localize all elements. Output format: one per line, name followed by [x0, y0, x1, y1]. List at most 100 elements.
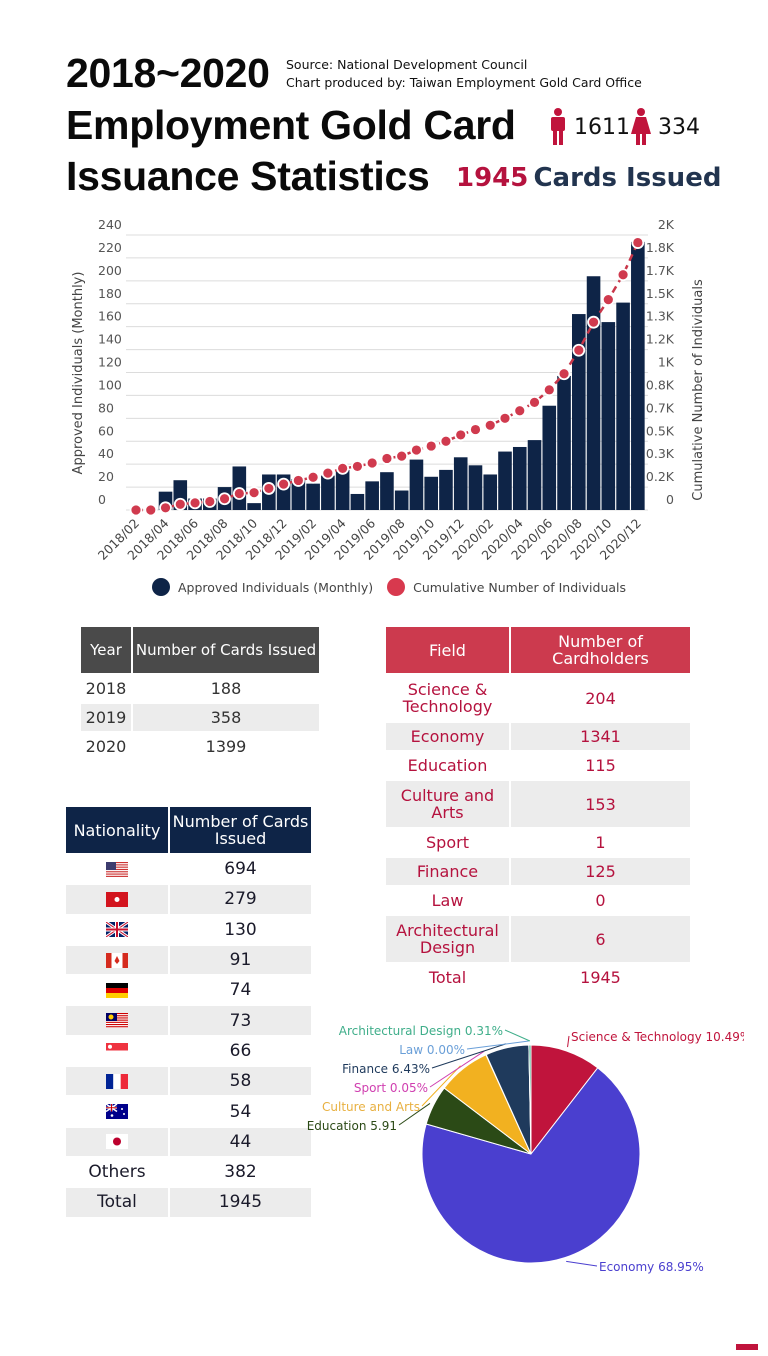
flag-japan-icon: [106, 1134, 128, 1150]
nationality-row: 694: [66, 855, 311, 883]
bar: [380, 472, 394, 510]
cumulative-point: [129, 503, 143, 517]
total-label: Cards Issued: [533, 163, 722, 193]
cumulative-point: [159, 501, 172, 515]
cumulative-point: [587, 315, 600, 329]
monthly-cumulative-chart: 0 0 20 0.2K 40 0.3K 60 0.5K 80 0.7K 100 0.8K 120 1K 14…: [71, 217, 706, 563]
bar: [394, 490, 409, 510]
flag-cell: [66, 885, 168, 914]
header-nationality: Nationality: [66, 807, 168, 853]
flag-cell: [66, 1097, 168, 1125]
field-cell: Education: [407, 756, 488, 775]
nationality-row: 279: [66, 885, 311, 914]
header-nat-cards: Number of Cards Issued: [170, 807, 311, 853]
y2-tick-label: 0.7K: [646, 400, 675, 415]
cards-cell: 91: [170, 945, 311, 975]
y-tick-label: 160: [98, 309, 122, 324]
field-row: Economy 1341: [386, 723, 690, 750]
flag-cell: [66, 976, 168, 1004]
cardholders-cell: 204: [585, 688, 616, 708]
nationality-row: 73: [66, 1006, 311, 1035]
bar: [483, 474, 498, 510]
nationality-row: Total 1945: [66, 1188, 311, 1217]
title-years: 2018~2020: [66, 50, 270, 96]
y2-tick-label: 1.3K: [646, 309, 675, 324]
field-cell: Total: [428, 968, 467, 987]
cards-cell: 188: [210, 679, 242, 698]
pie-label: Education 5.91: [307, 1119, 397, 1133]
y-tick-label: 40: [98, 446, 114, 461]
title-line3: Issuance Statistics: [66, 153, 430, 199]
cards-cell: 130: [224, 919, 257, 940]
flag-france-icon: [106, 1073, 128, 1089]
pie-slice: [421, 1067, 641, 1264]
cardholders-cell: 1341: [511, 723, 690, 750]
female-count: 334: [658, 115, 700, 140]
nationality-row: 74: [66, 976, 311, 1004]
flag-singapore-icon: [106, 1043, 128, 1059]
cumulative-point: [203, 495, 217, 508]
bar: [527, 440, 542, 510]
cards-cell: 66: [229, 1040, 252, 1061]
flag-usa-icon: [106, 861, 128, 877]
y-tick-label: 240: [98, 217, 122, 232]
y2-tick-label: 0: [666, 492, 674, 507]
pie-label: Architectural Design 0.31%: [339, 1024, 503, 1038]
field-cell: Culture and Arts: [386, 781, 509, 827]
pie-slice: [528, 1044, 532, 1155]
cards-cell: 358: [133, 704, 319, 731]
nationality-row: 54: [66, 1097, 311, 1125]
cards-cell: 54: [229, 1101, 252, 1122]
y-tick-label: 20: [98, 469, 114, 484]
y2-tick-label: 1.2K: [646, 332, 675, 347]
male-person-icon: [548, 108, 568, 150]
year-row: 2020 1399: [81, 733, 319, 760]
bar: [424, 476, 438, 510]
pie-label: Science & Technology 10.49%: [571, 1030, 744, 1044]
bar: [247, 503, 261, 510]
flag-cell: [66, 1006, 168, 1035]
pie-leader-line: [566, 1260, 598, 1267]
nationality-row: 130: [66, 916, 311, 944]
bar: [631, 241, 645, 510]
nationality-row: 58: [66, 1067, 311, 1096]
cards-cell: 44: [170, 1127, 311, 1156]
field-cell: Law: [431, 891, 464, 910]
bar: [586, 276, 601, 510]
header-cards: Number of Cards Issued: [133, 627, 319, 673]
bar: [512, 446, 527, 510]
field-row: Law 0: [386, 887, 690, 914]
y-tick-label: 200: [98, 263, 122, 278]
bar: [439, 469, 453, 510]
cards-cell: 1945: [170, 1188, 311, 1217]
flag-cell: [66, 1037, 168, 1065]
y2-tick-label: 1.7K: [646, 263, 675, 278]
cumulative-point: [218, 492, 231, 506]
cumulative-point: [336, 461, 350, 475]
pie-label: Law 0.00%: [399, 1043, 465, 1057]
field-row: Science & Technology 204: [386, 675, 690, 721]
year-cell: 2018: [85, 679, 127, 698]
y2-tick-label: 1.5K: [646, 286, 675, 301]
bar: [335, 469, 350, 510]
pie-slice: [530, 1044, 599, 1156]
total-cards-issued: 1945 Cards Issued: [456, 163, 721, 193]
cards-cell: 58: [170, 1067, 311, 1096]
cumulative-point: [262, 482, 276, 495]
y-tick-label: 140: [98, 332, 122, 347]
field-row: Finance 125: [386, 858, 690, 885]
cumulative-point: [380, 452, 394, 465]
field-table: Field Number of Cardholders Science & Tec…: [384, 625, 692, 993]
pie-label: Economy 68.95%: [599, 1260, 704, 1274]
y-tick-label: 180: [98, 286, 122, 301]
flag-canada-icon: [106, 952, 128, 968]
source-text: Source: National Development Council: [286, 57, 528, 72]
cumulative-point: [232, 487, 246, 500]
field-row: Architectural Design 6: [386, 916, 690, 962]
pie-leader-line: [398, 1103, 431, 1126]
field-cell: Economy: [386, 723, 509, 750]
flag-cell: [66, 1067, 168, 1096]
cards-cell: 73: [170, 1006, 311, 1035]
bar: [291, 479, 306, 510]
